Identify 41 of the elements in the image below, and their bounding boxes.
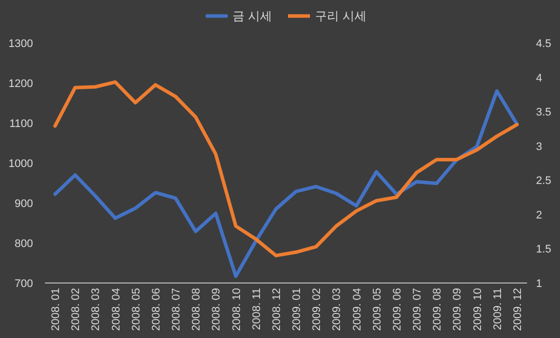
x-tick-label: 2009. 03 — [331, 288, 344, 331]
y2-tick-label: 3 — [536, 140, 542, 153]
legend-label: 금 시세 — [232, 9, 272, 23]
x-tick-label: 2009. 02 — [311, 288, 324, 331]
legend-label: 구리 시세 — [315, 9, 366, 23]
y-tick-label: 1100 — [9, 118, 33, 130]
x-tick-label: 2009. 01 — [291, 288, 304, 331]
y2-tick-label: 2 — [536, 209, 542, 222]
x-tick-label: 2008. 03 — [90, 288, 102, 331]
y-tick-label: 800 — [14, 238, 33, 250]
x-tick-label: 2009. 09 — [452, 288, 464, 331]
x-tick-label: 2009. 07 — [412, 288, 424, 331]
x-tick-label: 2009. 08 — [432, 288, 444, 331]
x-tick-label: 2009. 11 — [492, 288, 504, 330]
x-tick-label: 2008. 12 — [270, 288, 283, 331]
x-tick-label: 2009. 06 — [391, 288, 404, 331]
y2-tick-label: 1.5 — [536, 244, 552, 256]
x-tick-label: 2008. 06 — [150, 288, 162, 331]
x-tick-label: 2008. 07 — [170, 288, 183, 331]
x-tick-label: 2009. 10 — [472, 288, 484, 331]
x-tick-label: 2008. 04 — [110, 288, 122, 331]
x-tick-label: 2008. 02 — [70, 288, 82, 331]
x-tick-label: 2008. 01 — [50, 288, 62, 331]
x-tick-label: 2009. 05 — [371, 288, 384, 331]
x-tick-label: 2008. 10 — [230, 288, 243, 331]
y2-tick-label: 3.5 — [536, 106, 552, 119]
y2-tick-label: 4 — [536, 72, 542, 84]
x-tick-label: 2009. 04 — [351, 288, 364, 331]
x-tick-label: 2008. 05 — [130, 288, 142, 331]
y2-tick-label: 2.5 — [536, 175, 552, 188]
y2-tick-label: 4.5 — [536, 38, 552, 50]
y-tick-label: 1300 — [8, 38, 33, 50]
x-tick-label: 2008. 08 — [190, 288, 203, 331]
x-tick-label: 2008. 09 — [210, 288, 223, 331]
y-tick-label: 1200 — [8, 78, 33, 90]
x-tick-label: 2008. 11 — [250, 288, 263, 330]
y2-tick-label: 1 — [536, 278, 542, 290]
x-tick-label: 2009. 12 — [512, 288, 524, 331]
y-tick-label: 1000 — [8, 158, 33, 170]
y-tick-label: 900 — [14, 198, 33, 210]
y-tick-label: 700 — [14, 278, 33, 290]
